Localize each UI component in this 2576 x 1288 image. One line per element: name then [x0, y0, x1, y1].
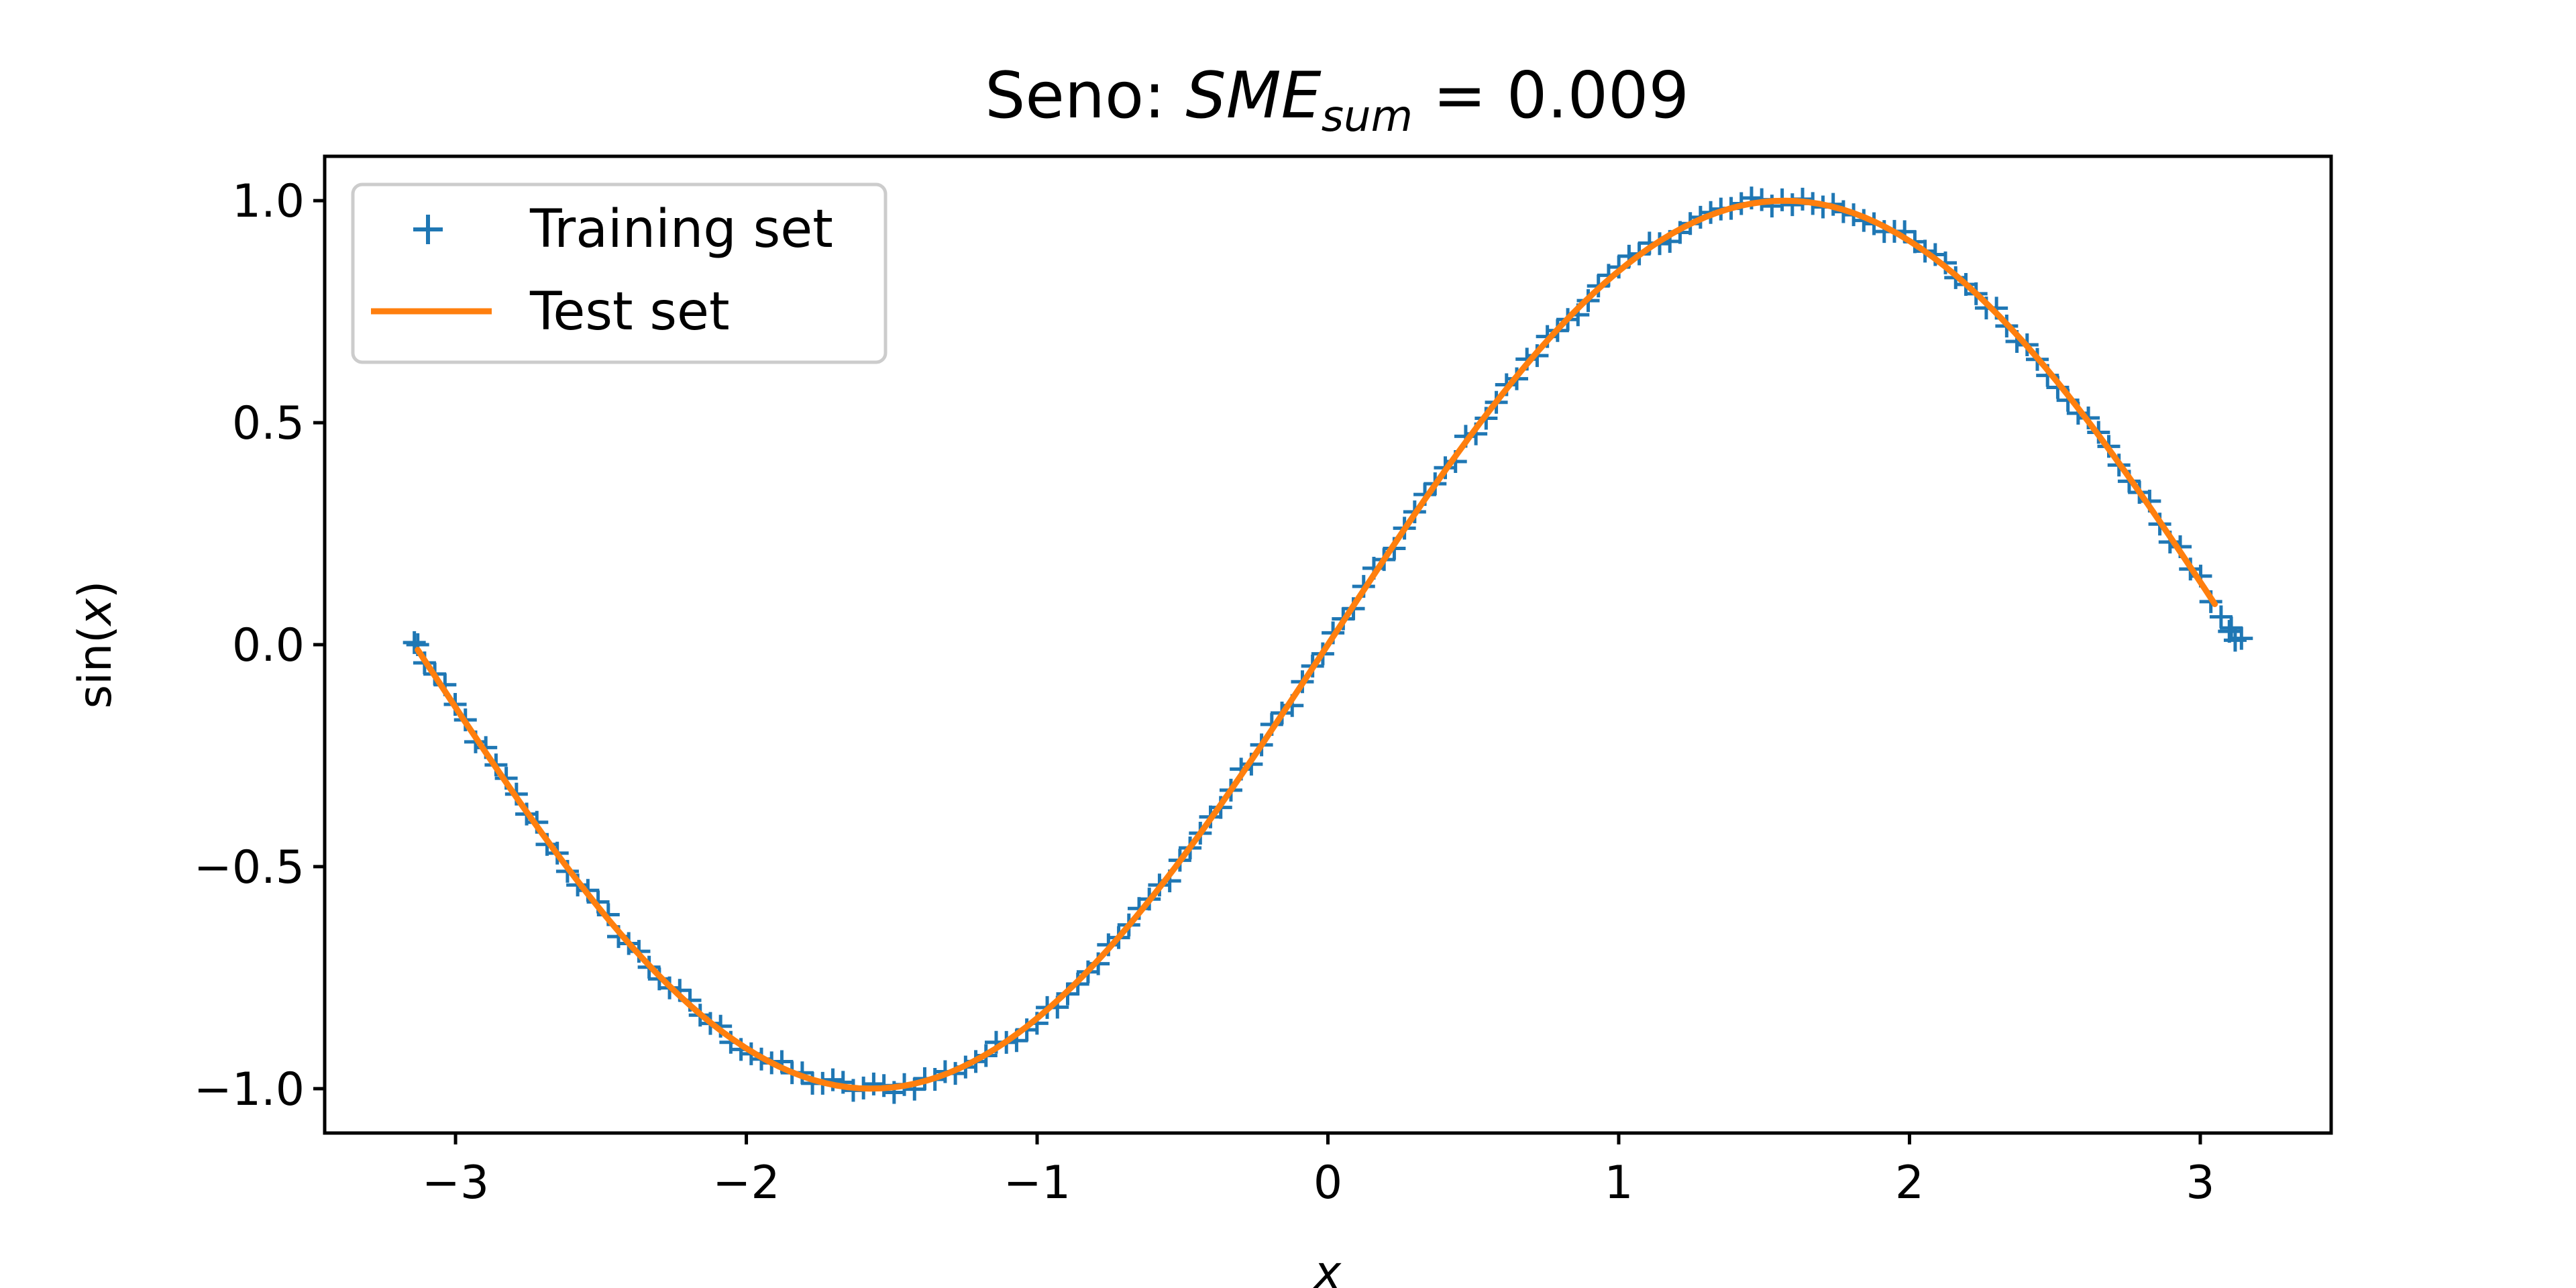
chart-title-subscript: sum: [1322, 92, 1413, 142]
x-tick-label: 2: [1895, 1157, 1924, 1210]
x-tick-label: −2: [712, 1157, 780, 1210]
chart-title: Seno: SMEsum = 0.009: [985, 59, 1689, 142]
y-tick-label: −0.5: [194, 841, 305, 894]
y-axis-label-suffix: ): [69, 581, 122, 599]
y-tick-label: 0.5: [232, 397, 305, 450]
x-tick-label: 1: [1604, 1157, 1633, 1210]
x-axis-ticks: −3 −2 −1 0 1 2 3: [422, 1133, 2215, 1210]
x-tick-label: 3: [2186, 1157, 2214, 1210]
y-axis-label: sin(x): [69, 581, 122, 709]
y-axis-ticks: −1.0 −0.5 0.0 0.5 1.0: [194, 175, 325, 1116]
training-point: [402, 631, 426, 654]
y-tick-label: −1.0: [194, 1063, 305, 1116]
chart-title-value: = 0.009: [1413, 59, 1689, 133]
legend-training-label: Training set: [529, 199, 833, 260]
legend: Training set Test set: [351, 182, 888, 364]
y-axis-label-var: x: [69, 598, 122, 627]
plot-area: [402, 186, 2253, 1104]
training-point: [1780, 193, 1804, 217]
training-point: [2220, 616, 2243, 640]
legend-test-label: Test set: [529, 282, 730, 342]
chart-title-math: SME: [1185, 59, 1321, 133]
training-point: [2209, 605, 2233, 629]
training-point: [2223, 629, 2247, 652]
x-tick-label: 0: [1313, 1157, 1342, 1210]
x-tick-label: −1: [1004, 1157, 1071, 1210]
chart-title-prefix: Seno:: [985, 59, 1185, 133]
y-axis-label-prefix: sin(: [69, 625, 122, 708]
y-tick-label: 1.0: [232, 175, 305, 228]
legend-training-marker: [413, 215, 443, 244]
x-axis-label: x: [1313, 1246, 1342, 1288]
test-series-line: [415, 197, 2218, 1092]
x-tick-label: −3: [422, 1157, 489, 1210]
y-tick-label: 0.0: [232, 619, 305, 672]
legend-box: [351, 182, 888, 364]
